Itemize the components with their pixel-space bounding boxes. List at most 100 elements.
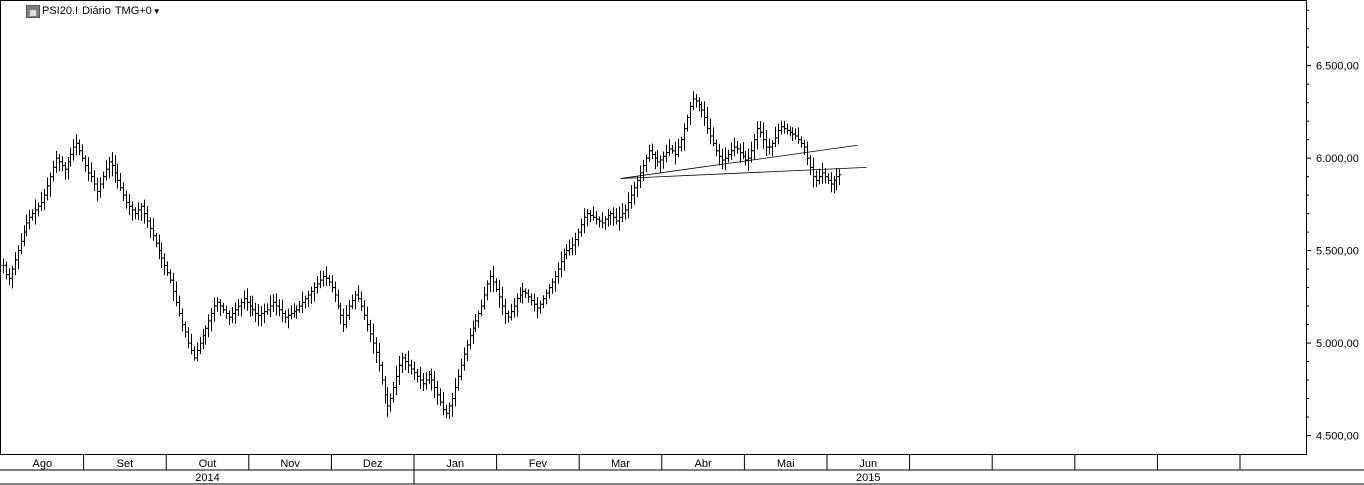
price-bar: [494, 277, 499, 293]
price-bar: [808, 154, 813, 176]
price-bar: [779, 120, 784, 135]
price-bar: [679, 136, 684, 152]
price-bar: [113, 155, 118, 183]
price-bar: [796, 127, 801, 144]
price-bar: [520, 282, 525, 304]
price-bar: [497, 279, 502, 308]
price-bar: [688, 101, 693, 125]
price-bar: [51, 160, 56, 182]
price-bar: [400, 352, 405, 373]
price-bar: [218, 298, 223, 317]
price-bar: [761, 122, 766, 149]
price-bar: [189, 333, 194, 355]
month-label: Set: [117, 458, 134, 470]
price-bar: [782, 120, 787, 134]
price-bar: [735, 141, 740, 154]
price-bar: [145, 205, 150, 228]
price-bar: [198, 336, 203, 355]
price-bar: [406, 350, 411, 374]
price-bar: [758, 121, 763, 138]
chart-settings-icon[interactable]: ▦: [26, 4, 40, 18]
price-bar: [104, 160, 109, 181]
price-bar: [829, 172, 834, 193]
price-bar: [274, 293, 279, 316]
trendline[interactable]: [620, 167, 867, 179]
price-bar: [39, 191, 44, 211]
price-bar: [597, 216, 602, 228]
price-bar: [661, 151, 666, 169]
price-bar: [547, 283, 552, 299]
x-axis: Ago Set Out Nov Dez Jan Fev Mar Abr Mai Jun 2014 201…: [0, 455, 1364, 485]
price-bar: [259, 306, 264, 327]
price-bar: [538, 300, 543, 314]
price-bar: [362, 300, 367, 321]
month-label: Ago: [33, 458, 53, 470]
price-bar: [462, 347, 467, 371]
trendlines[interactable]: [620, 144, 867, 179]
price-bar: [456, 369, 461, 391]
chevron-down-icon[interactable]: ▼: [152, 6, 161, 16]
price-bar: [479, 299, 484, 317]
price-bar: [529, 293, 534, 306]
price-bar: [330, 275, 335, 293]
price-bar: [262, 303, 267, 324]
chart-period: Diário: [82, 5, 111, 17]
month-label: Nov: [280, 458, 300, 470]
price-bar: [83, 154, 88, 172]
price-bar: [788, 126, 793, 137]
price-bar: [585, 209, 590, 227]
price-bar: [201, 328, 206, 350]
price-bar: [653, 151, 658, 170]
price-bar: [468, 328, 473, 350]
price-bar: [447, 402, 452, 420]
price-bar: [465, 340, 470, 362]
price-bar: [564, 243, 569, 260]
chart-symbol: PSI20.I: [42, 5, 79, 17]
price-bar: [239, 298, 244, 317]
price-bar: [333, 281, 338, 303]
price-bar: [341, 308, 346, 332]
y-tick-label: 4.500,00: [1316, 431, 1359, 443]
price-bar: [567, 239, 572, 256]
price-bar: [212, 297, 217, 322]
price-bar: [655, 150, 660, 167]
y-tick-label: 5.000,00: [1316, 338, 1359, 350]
trendline[interactable]: [620, 144, 858, 179]
price-bar: [124, 190, 129, 209]
price-bar: [371, 323, 376, 354]
price-bar: [617, 206, 622, 231]
price-bar: [48, 172, 53, 197]
price-bar: [570, 237, 575, 256]
price-bar: [71, 139, 76, 161]
price-bar: [227, 310, 232, 325]
plot-frame: [0, 0, 1307, 455]
price-bar: [42, 188, 47, 210]
price-bar: [503, 298, 508, 324]
price-bar: [159, 242, 164, 269]
price-bar: [576, 228, 581, 247]
price-bars: [1, 91, 842, 420]
price-bar: [799, 136, 804, 148]
price-bar: [591, 206, 596, 221]
price-bar: [526, 289, 531, 303]
price-bar: [242, 290, 247, 310]
y-axis: 4.500,00 5.000,00 5.500,00 6.000,00 6.500,00: [1306, 9, 1359, 443]
price-bar: [429, 368, 434, 391]
price-bar: [650, 143, 655, 160]
price-bar: [473, 314, 478, 332]
chart-header[interactable]: ▦ PSI20.I Diário TMG+0 ▼: [26, 4, 161, 18]
price-bar: [215, 297, 220, 312]
month-label: Jan: [446, 458, 464, 470]
price-bar: [708, 118, 713, 145]
price-bar: [168, 269, 173, 284]
price-bar: [588, 210, 593, 223]
price-bar: [230, 307, 235, 324]
price-bar: [644, 154, 649, 173]
price-bar: [98, 177, 103, 198]
price-bar: [785, 123, 790, 135]
price-bar: [623, 204, 628, 220]
price-bar: [271, 294, 276, 313]
price-bar: [441, 392, 446, 416]
price-bar: [60, 156, 65, 172]
